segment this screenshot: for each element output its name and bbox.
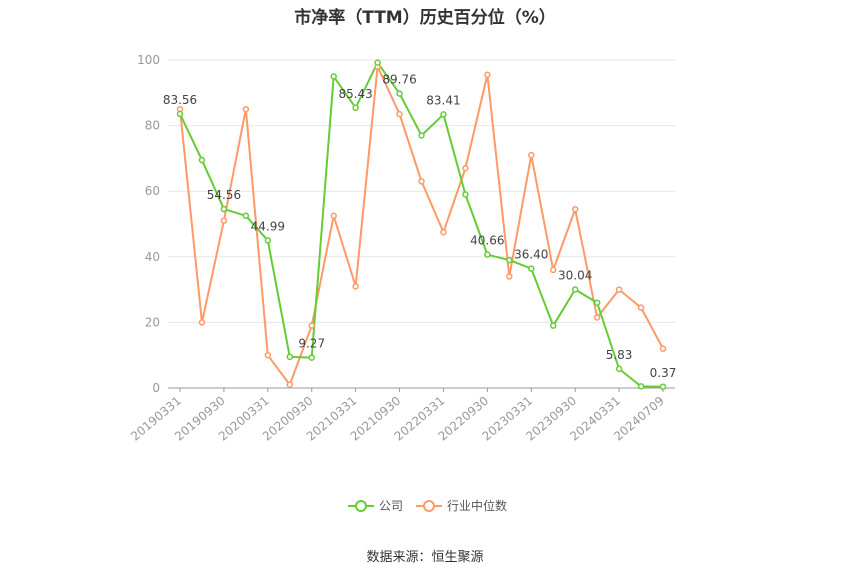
data-label: 85.43 <box>338 87 372 101</box>
legend-label: 公司 <box>379 499 403 513</box>
data-source: 数据来源：恒生聚源 <box>366 550 484 565</box>
industry-median-point <box>462 164 469 172</box>
data-label: 54.56 <box>207 188 241 202</box>
company-point <box>242 212 250 220</box>
industry-median-point <box>484 71 491 79</box>
company-point <box>264 237 272 244</box>
y-tick-label: 20 <box>145 315 160 329</box>
legend-item-company[interactable]: 公司 <box>348 499 403 513</box>
industry-median-point <box>198 319 206 326</box>
grid-lines <box>168 59 675 323</box>
company-point <box>659 383 667 391</box>
industry-median-point <box>264 351 272 359</box>
industry-median-point <box>418 178 425 185</box>
industry-median-point <box>615 286 623 293</box>
industry-median-point <box>396 110 403 118</box>
industry-median-point <box>286 381 294 388</box>
company-point <box>330 73 337 80</box>
y-tick-label: 80 <box>145 119 160 133</box>
industry-median-point <box>330 212 337 220</box>
legend-label: 行业中位数 <box>447 498 507 513</box>
industry-median-point <box>308 322 315 329</box>
company-point <box>352 104 359 112</box>
company-point <box>308 354 315 361</box>
company-point <box>176 110 184 118</box>
company-point <box>528 265 535 272</box>
data-label: 5.83 <box>606 348 633 362</box>
data-label: 9.27 <box>298 337 325 351</box>
data-label: 83.41 <box>426 93 460 107</box>
industry-median-point <box>528 151 535 159</box>
industry-median-point <box>659 345 667 352</box>
company-point <box>462 191 469 198</box>
company-point <box>198 156 206 164</box>
data-label: 40.66 <box>470 234 504 248</box>
data-label: 89.76 <box>382 73 416 87</box>
y-tick-label: 100 <box>137 53 160 67</box>
data-label: 44.99 <box>251 219 285 233</box>
company-point <box>593 299 601 306</box>
data-label: 0.37 <box>650 366 677 380</box>
legend-marker-icon <box>423 500 435 512</box>
company-point <box>615 365 623 373</box>
legend-item-industry-median[interactable]: 行业中位数 <box>416 498 507 513</box>
data-label: 30.04 <box>558 268 592 282</box>
data-label: 83.56 <box>163 93 197 107</box>
industry-median-point <box>549 266 557 274</box>
company-point <box>506 256 513 264</box>
company-point <box>637 383 645 390</box>
data-label: 36.40 <box>514 248 548 262</box>
legend[interactable]: 公司 行业中位数 <box>348 498 507 513</box>
industry-median-point <box>440 228 447 236</box>
series-points <box>176 59 667 391</box>
company-point <box>440 111 447 118</box>
industry-median-point <box>593 314 601 321</box>
data-labels: 83.56 54.56 44.99 9.27 85.43 89.76 83.41 40.66 3… <box>163 73 677 380</box>
legend-marker-icon <box>355 500 367 512</box>
company-point <box>571 286 579 293</box>
industry-median-point <box>506 273 513 280</box>
y-tick-label: 60 <box>145 184 160 198</box>
industry-median-point <box>637 304 645 311</box>
industry-median-point <box>220 217 228 224</box>
y-tick-label: 0 <box>152 381 160 395</box>
company-point <box>418 132 425 139</box>
industry-median-point <box>242 105 250 113</box>
company-point <box>549 322 557 329</box>
company-point <box>374 59 381 66</box>
y-tick-label: 40 <box>145 250 160 264</box>
company-point <box>286 353 294 361</box>
industry-median-point <box>352 283 359 290</box>
chart-title: 市净率（TTM）历史百分位（%） <box>294 8 556 28</box>
industry-median-point <box>571 205 579 213</box>
company-point <box>484 251 491 258</box>
company-point <box>220 205 228 213</box>
company-point <box>396 90 403 97</box>
